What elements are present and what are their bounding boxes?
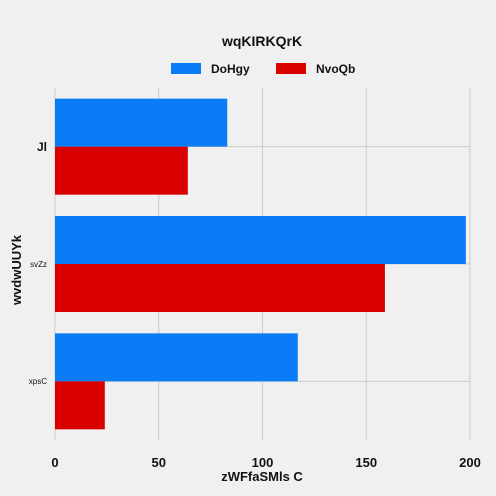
legend-swatch-dohgy: [171, 63, 201, 74]
legend-swatch-nvoqb: [276, 63, 306, 74]
y-tick-label: Jl: [37, 140, 47, 154]
bar-dohgy-svzz: [55, 216, 466, 264]
y-axis-label: wvdwUUYk: [9, 234, 24, 306]
bar-dohgy-jl: [55, 98, 228, 147]
y-tick-label: svZz: [30, 260, 47, 269]
legend-label-nvoqb: NvoQb: [316, 62, 355, 76]
y-tick-label: xpsC: [29, 377, 47, 386]
x-tick-label: 50: [152, 455, 166, 470]
legend-label-dohgy: DoHgy: [211, 62, 250, 76]
bar-dohgy-xpsc: [55, 333, 298, 382]
x-axis-label: zWFfaSMls C: [221, 469, 303, 484]
x-tick-label: 150: [355, 455, 377, 470]
bar-nvoqb-jl: [55, 146, 188, 195]
x-tick-label: 200: [459, 455, 481, 470]
chart-title: wqKIRKQrK: [221, 33, 302, 49]
legend: DoHgy NvoQb: [171, 62, 355, 76]
x-tick-labels: 0 50 100 150 200: [51, 455, 480, 470]
bar-nvoqb-svzz: [55, 264, 385, 312]
y-tick-labels: Jl svZz xpsC: [29, 140, 47, 386]
x-tick-label: 100: [252, 455, 274, 470]
x-tick-label: 0: [51, 455, 58, 470]
bar-nvoqb-xpsc: [55, 381, 105, 430]
bars: [55, 98, 466, 430]
